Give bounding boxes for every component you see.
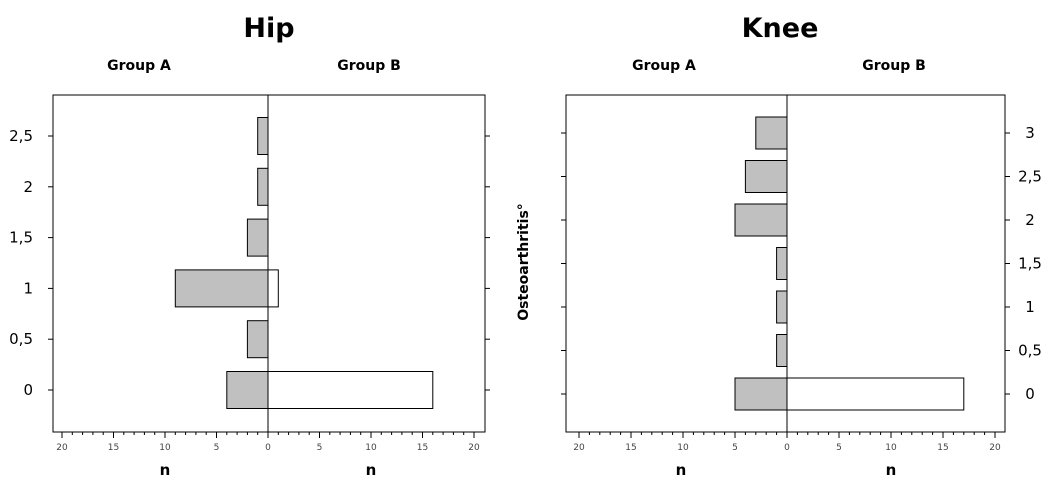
knee-xtick-label-6: 10 — [885, 443, 897, 453]
hip-xtick-label-6: 10 — [365, 443, 377, 453]
hip-xtick-label-1: 15 — [108, 443, 119, 453]
knee-left-group-label: Group A — [632, 58, 696, 74]
knee-ytick-label-2: 1 — [1025, 298, 1035, 316]
hip-bar-group-b-0 — [267, 371, 434, 409]
knee-bars — [734, 116, 965, 411]
hip-panel: Hip Group A Group B 0 0,5 1 1,5 2 2,5 20 15 10 5… — [9, 13, 490, 479]
knee-xtick-label-2: 10 — [677, 443, 689, 453]
hip-xtick-label-8: 20 — [468, 443, 480, 453]
hip-bar-group-a-4 — [257, 167, 269, 206]
knee-ytick-label-4: 2 — [1025, 211, 1035, 229]
knee-x-axis: 20 15 10 5 0 5 10 15 20 — [573, 432, 1001, 453]
knee-ytick-label-1: 0,5 — [1018, 342, 1041, 360]
knee-bar-group-a-6 — [755, 116, 788, 150]
knee-xtick-label-5: 5 — [836, 443, 842, 453]
hip-xtick-label-0: 20 — [56, 443, 68, 453]
hip-ytick-label-1: 0,5 — [9, 330, 33, 348]
hip-ytick-label-0: 0 — [23, 381, 33, 399]
knee-ytick-label-0: 0 — [1025, 385, 1035, 403]
hip-ytick-label-5: 2,5 — [9, 127, 33, 145]
hip-ytick-label-2: 1 — [23, 279, 33, 297]
knee-title: Knee — [742, 13, 819, 44]
hip-xtick-label-5: 5 — [317, 443, 323, 453]
hip-title: Hip — [243, 13, 294, 44]
knee-xtick-label-3: 5 — [732, 443, 738, 453]
hip-x-label-left: n — [160, 461, 171, 479]
knee-bar-group-a-4 — [734, 203, 788, 237]
hip-y-ticks: 0 0,5 1 1,5 2 2,5 — [9, 127, 490, 399]
hip-ytick-label-4: 2 — [23, 178, 33, 196]
hip-xtick-label-2: 10 — [159, 443, 171, 453]
hip-xtick-label-4: 0 — [265, 443, 271, 453]
hip-left-group-label: Group A — [107, 58, 171, 74]
knee-y-ticks: 0 0,5 1 1,5 2 2,5 3 — [561, 124, 1041, 403]
knee-xtick-label-8: 20 — [989, 443, 1001, 453]
hip-bar-group-a-3 — [246, 218, 269, 257]
knee-bar-group-b-0 — [786, 377, 965, 411]
knee-y-axis-label: Osteoarthritis° — [516, 203, 532, 321]
hip-xtick-label-3: 5 — [214, 443, 220, 453]
knee-ytick-label-6: 3 — [1025, 124, 1035, 142]
hip-bars — [174, 117, 434, 409]
hip-bar-group-a-1 — [246, 320, 269, 359]
hip-bar-group-a-2 — [174, 269, 269, 308]
hip-bar-group-a-0 — [226, 371, 269, 409]
hip-x-axis: 20 15 10 5 0 5 10 15 20 — [56, 432, 480, 453]
knee-xtick-label-1: 15 — [625, 443, 636, 453]
hip-bar-group-a-5 — [257, 117, 269, 155]
knee-xtick-label-0: 20 — [573, 443, 585, 453]
knee-bar-group-a-5 — [744, 160, 788, 193]
knee-xtick-label-7: 15 — [937, 443, 948, 453]
hip-right-group-label: Group B — [337, 58, 401, 74]
knee-panel: Knee Group A Group B Osteoarthritis° 0 0,… — [516, 13, 1041, 479]
hip-plot-frame — [52, 94, 486, 433]
knee-x-label-right: n — [886, 461, 897, 479]
hip-ytick-label-3: 1,5 — [9, 229, 33, 247]
knee-ytick-label-5: 2,5 — [1018, 168, 1041, 186]
knee-right-group-label: Group B — [862, 58, 926, 74]
knee-bar-group-a-0 — [734, 377, 788, 411]
knee-bar-group-a-2 — [776, 290, 788, 324]
hip-x-label-right: n — [366, 461, 377, 479]
hip-xtick-label-7: 15 — [417, 443, 428, 453]
hip-bar-group-b-2 — [267, 269, 279, 308]
knee-ytick-label-3: 1,5 — [1018, 255, 1041, 273]
knee-x-label-left: n — [676, 461, 687, 479]
knee-xtick-label-4: 0 — [784, 443, 790, 453]
knee-bar-group-a-1 — [776, 334, 788, 367]
knee-bar-group-a-3 — [776, 247, 788, 280]
